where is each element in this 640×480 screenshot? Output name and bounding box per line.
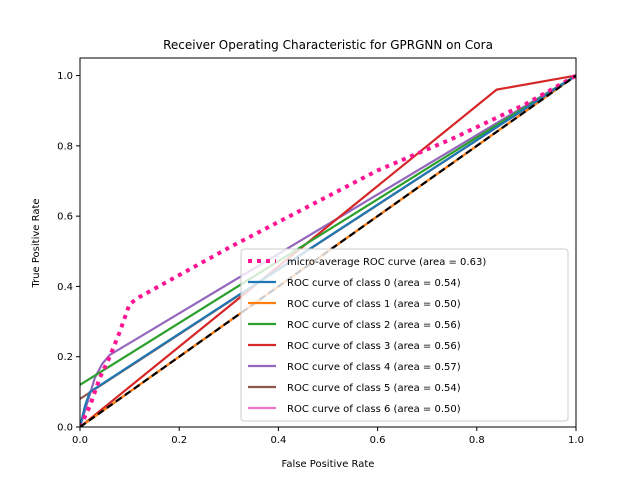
y-tick-label: 0.8	[57, 141, 73, 152]
series-line-0	[80, 73, 576, 427]
chart-title: Receiver Operating Characteristic for GP…	[163, 38, 493, 52]
y-axis-label: True Positive Rate	[31, 198, 42, 288]
series-line-4	[80, 74, 576, 427]
x-tick-label: 1.0	[568, 435, 584, 446]
x-tick-label: 0.2	[171, 435, 187, 446]
legend-label-5: ROC curve of class 4 (area = 0.57)	[287, 362, 461, 373]
series-line-1	[80, 74, 576, 427]
series-line-3	[80, 74, 576, 386]
x-tick-label: 0.8	[469, 435, 485, 446]
x-axis-label: False Positive Rate	[282, 459, 375, 470]
x-tick-label: 0.6	[370, 435, 386, 446]
x-axis: 0.0 0.2 0.4 0.6 0.8 1.0	[72, 427, 584, 446]
y-tick-label: 0.4	[57, 282, 73, 293]
y-tick-label: 1.0	[57, 71, 73, 82]
x-tick-label: 0.0	[72, 435, 88, 446]
legend-label-7: ROC curve of class 6 (area = 0.50)	[287, 404, 461, 415]
legend-label-4: ROC curve of class 3 (area = 0.56)	[287, 341, 461, 352]
legend: micro-average ROC curve (area = 0.63) ROC…	[240, 248, 569, 422]
legend-label-0: micro-average ROC curve (area = 0.63)	[287, 257, 486, 268]
legend-box	[240, 248, 569, 422]
y-tick-label: 0.2	[57, 352, 73, 363]
axes-frame	[79, 57, 577, 428]
y-tick-label: 0.6	[57, 212, 73, 223]
legend-label-1: ROC curve of class 0 (area = 0.54)	[287, 278, 461, 289]
y-axis: 0.0 0.2 0.4 0.6 0.8 1.0	[57, 71, 80, 434]
legend-label-2: ROC curve of class 1 (area = 0.50)	[287, 299, 461, 310]
x-tick-label: 0.4	[270, 435, 286, 446]
y-tick-label: 0.0	[57, 423, 73, 434]
legend-label-6: ROC curve of class 5 (area = 0.54)	[287, 383, 461, 394]
legend-label-3: ROC curve of class 2 (area = 0.56)	[287, 320, 461, 331]
